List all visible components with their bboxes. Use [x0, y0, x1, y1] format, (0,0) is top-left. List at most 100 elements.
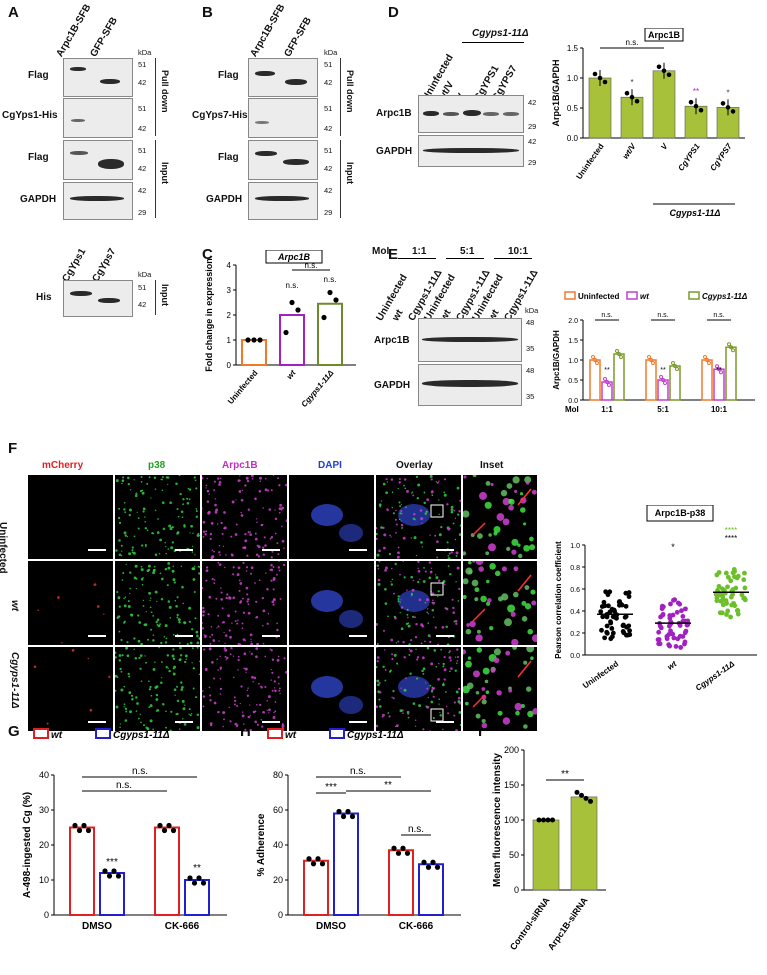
spot — [177, 515, 180, 518]
sig-label: **** — [725, 534, 737, 543]
spot — [250, 652, 253, 656]
spot — [450, 551, 453, 554]
spot — [448, 656, 452, 659]
spot — [140, 481, 143, 483]
spot — [402, 712, 404, 715]
spot — [148, 680, 150, 682]
legend-swatch — [688, 291, 700, 300]
sig-label: n.s. — [286, 281, 299, 290]
micrograph-image — [115, 475, 200, 557]
micrograph — [115, 647, 200, 731]
data-point — [671, 597, 676, 603]
spot — [251, 477, 254, 480]
spot — [121, 480, 124, 483]
spot — [189, 714, 192, 717]
spot — [207, 613, 209, 616]
row-label: GAPDH — [374, 380, 411, 391]
spot — [246, 694, 250, 697]
spot — [172, 672, 176, 676]
spot — [128, 513, 131, 517]
spot — [117, 615, 120, 618]
scale-bar — [436, 721, 454, 723]
spot — [485, 601, 491, 606]
spot — [419, 509, 423, 512]
spot — [216, 523, 219, 525]
data-point — [425, 864, 432, 870]
spot — [249, 533, 253, 536]
spot — [224, 634, 228, 637]
spot — [269, 537, 272, 540]
spot — [209, 643, 212, 645]
spot — [428, 576, 432, 580]
spot — [456, 660, 459, 662]
spot — [139, 489, 143, 493]
sig-label: n.s. — [713, 312, 724, 319]
marker: 42 — [324, 164, 333, 173]
spot — [232, 596, 236, 600]
spot — [125, 710, 128, 713]
panel-label-a: A — [8, 4, 19, 21]
spot — [217, 477, 220, 480]
spot — [233, 696, 236, 699]
spot — [404, 487, 407, 490]
row-label: Cgyps1-11Δ — [9, 652, 20, 709]
spot — [391, 506, 394, 509]
spot — [162, 527, 166, 531]
spot — [229, 653, 232, 656]
spot — [255, 553, 259, 557]
spot — [165, 726, 167, 729]
spot — [421, 546, 423, 548]
kda-label: kDa — [138, 270, 152, 279]
column-header: DAPI — [318, 460, 342, 471]
spot — [402, 561, 404, 562]
spot — [437, 678, 440, 681]
spot — [232, 566, 235, 569]
spot — [214, 510, 218, 514]
spot — [210, 724, 213, 727]
spot — [182, 498, 185, 501]
group-line — [462, 42, 524, 43]
spot — [204, 533, 207, 536]
spot — [237, 479, 241, 482]
spot — [171, 654, 175, 658]
spot — [180, 565, 183, 568]
sig-label: n.s. — [626, 38, 639, 47]
data-point — [734, 608, 740, 613]
spot — [191, 545, 194, 547]
spot — [169, 617, 172, 619]
spot — [213, 701, 217, 705]
row-label: His — [36, 292, 52, 303]
spot — [189, 641, 193, 645]
spot — [400, 520, 402, 522]
spot — [273, 687, 276, 689]
spot — [376, 643, 379, 645]
y-tick-label: 150 — [504, 780, 519, 790]
y-tick-label: 2.0 — [568, 318, 578, 325]
marker: 48 — [526, 318, 535, 327]
data-point — [742, 597, 748, 603]
data-point — [617, 352, 621, 356]
spot — [402, 641, 405, 644]
data-point — [618, 601, 624, 607]
spot — [242, 638, 246, 641]
spot — [283, 547, 285, 549]
x-tick-label: CK-666 — [399, 921, 434, 932]
spot — [123, 502, 126, 504]
spot — [118, 539, 121, 542]
scale-bar — [175, 635, 193, 637]
spot — [172, 578, 176, 582]
data-point — [574, 789, 580, 795]
spot — [403, 688, 407, 692]
spot — [228, 596, 231, 599]
data-point — [634, 98, 640, 104]
spot — [152, 667, 156, 671]
y-tick-label: 0.4 — [570, 609, 580, 616]
spot — [176, 507, 179, 511]
spot — [181, 516, 184, 518]
data-point — [683, 606, 688, 612]
spot — [150, 497, 152, 499]
spot — [508, 498, 515, 505]
marker: 29 — [528, 122, 537, 131]
spot — [252, 681, 254, 683]
spot — [149, 606, 152, 609]
